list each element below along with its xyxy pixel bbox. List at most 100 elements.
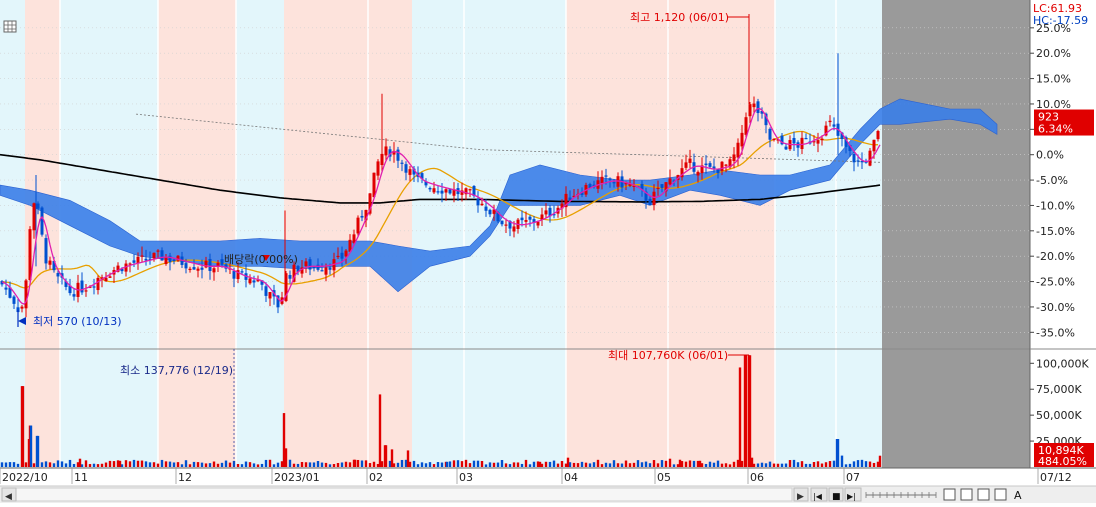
candle-body <box>552 214 556 216</box>
volume-bar <box>792 459 796 467</box>
candle-body <box>876 131 880 140</box>
volume-bar <box>632 462 636 467</box>
candle-body <box>20 306 24 309</box>
volume-bar <box>504 463 508 467</box>
volume-bar <box>92 463 96 467</box>
volume-bar <box>768 461 772 467</box>
candle-body <box>240 271 244 273</box>
volume-bar <box>356 459 360 467</box>
candle-body <box>184 263 188 269</box>
price-tick-label: 15.0% <box>1036 73 1071 86</box>
ma5-line <box>1 107 881 305</box>
candle-body <box>544 210 548 215</box>
volume-bar <box>784 463 788 467</box>
cloud-area <box>0 98 998 293</box>
candle-body <box>492 209 496 214</box>
candle-body <box>144 258 148 261</box>
candle-body <box>424 181 428 186</box>
volume-bar <box>180 464 184 467</box>
volume-bar <box>124 460 128 467</box>
candle-body <box>720 161 724 171</box>
volume-bar <box>816 461 820 467</box>
volume-bar <box>344 461 348 467</box>
candle-body <box>120 268 124 272</box>
volume-bar <box>800 461 804 467</box>
fit-icon[interactable] <box>977 488 990 501</box>
candle-body <box>12 296 16 304</box>
volume-bar <box>472 460 476 467</box>
scroll-left-button[interactable] <box>1 487 17 502</box>
volume-bar <box>372 461 376 467</box>
candle-body <box>540 214 544 220</box>
candle-body <box>496 212 500 222</box>
candle-body <box>248 278 252 284</box>
candle-body <box>656 187 660 190</box>
zoom-out-icon[interactable] <box>943 488 956 501</box>
volume-bar <box>648 463 652 467</box>
volume-bar <box>824 462 828 467</box>
zoom-slider[interactable] <box>865 492 937 498</box>
volume-bar <box>464 459 468 467</box>
font-a-button[interactable]: A <box>1014 489 1022 502</box>
volume-bar <box>820 463 824 467</box>
volume-bar <box>404 459 408 467</box>
grid-menu-icon[interactable] <box>3 20 17 33</box>
candle-body <box>364 209 368 221</box>
hc-label: HC:-17.59 <box>1033 14 1088 27</box>
volume-bar <box>624 460 628 467</box>
volume-bar <box>420 462 424 467</box>
month-bands <box>0 0 882 468</box>
volume-bar <box>580 461 584 467</box>
volume-bar <box>484 464 488 467</box>
volume-bar <box>308 462 312 467</box>
volume-bar <box>332 464 336 467</box>
candle-body <box>400 162 404 164</box>
settings-icon[interactable] <box>994 488 1007 501</box>
nav-stop-button[interactable]: ■ <box>828 487 844 502</box>
zoom-in-icon[interactable] <box>960 488 973 501</box>
volume-bar <box>660 460 664 467</box>
scroll-track[interactable] <box>1 487 793 502</box>
volume-bar <box>288 459 292 467</box>
volume-bar <box>688 460 692 467</box>
candle-body <box>336 255 340 258</box>
candle-body <box>852 153 856 163</box>
volume-bar <box>68 459 72 467</box>
nav-last-button[interactable]: ▶| <box>844 487 862 502</box>
volume-bar <box>528 464 532 467</box>
candle-body <box>276 295 280 308</box>
candle-body <box>252 280 256 283</box>
x-tick-label: 05 <box>657 471 671 484</box>
volume-bar <box>592 462 596 467</box>
volume-bar <box>248 462 252 467</box>
nav-first-button[interactable]: |◀ <box>810 487 828 502</box>
volume-bar <box>516 462 520 467</box>
scrollbar[interactable]: ◀ ▶ <box>1 487 809 502</box>
volume-bar <box>300 461 304 467</box>
candle-body <box>588 184 592 189</box>
candle-body <box>68 285 72 294</box>
candle-body <box>200 267 204 270</box>
volume-bar <box>104 462 108 467</box>
volume-bar <box>600 464 604 467</box>
x-tick-label: 02 <box>369 471 383 484</box>
volume-bar <box>852 461 856 467</box>
candle-body <box>776 139 780 141</box>
zoom-icons[interactable] <box>943 488 1007 501</box>
volume-bar <box>35 435 39 467</box>
volume-bar <box>282 413 286 467</box>
candle-body <box>148 258 152 261</box>
candle-body <box>420 173 424 179</box>
low-annotation: 최저 570 (10/13) <box>17 310 122 328</box>
volume-bar <box>360 460 364 467</box>
volume-bar <box>348 462 352 467</box>
candle-body <box>664 182 668 192</box>
volume-bar <box>164 461 168 467</box>
volume-tick-label: 50,000K <box>1036 409 1082 422</box>
scroll-right-button[interactable] <box>793 487 809 502</box>
volume-bar <box>264 459 268 467</box>
candle-body <box>672 180 676 182</box>
current-volume-pct: 484.05% <box>1038 455 1087 468</box>
volume-bar <box>208 463 212 467</box>
